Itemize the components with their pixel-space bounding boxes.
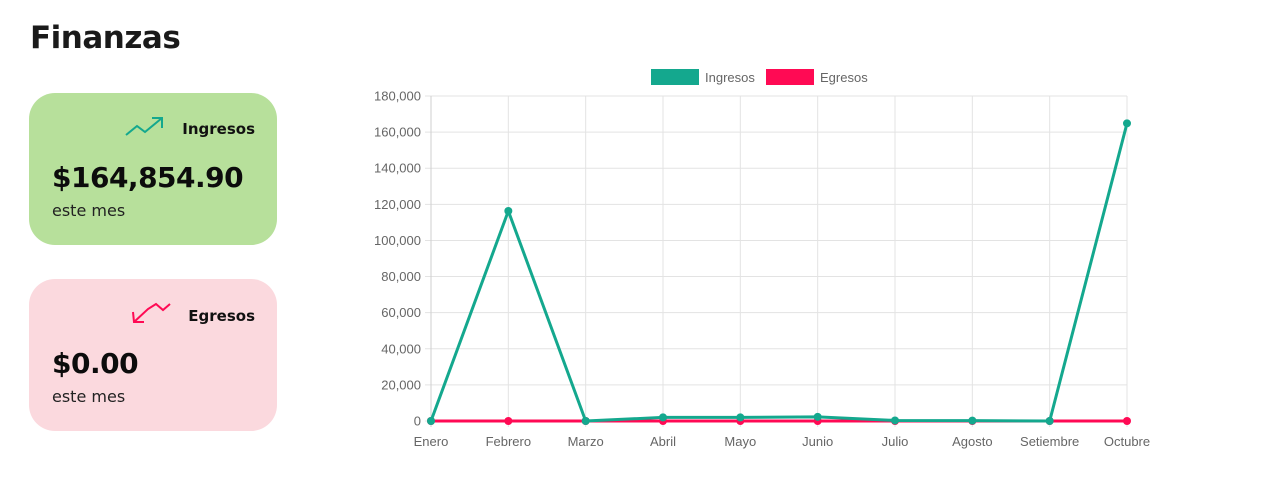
- y-tick-label: 120,000: [374, 197, 421, 212]
- x-tick-label: Junio: [802, 434, 833, 449]
- x-tick-label: Setiembre: [1020, 434, 1079, 449]
- legend-swatch-egresos: [766, 69, 814, 85]
- income-card: Ingresos $164,854.90 este mes: [29, 93, 277, 245]
- income-period: este mes: [52, 201, 126, 220]
- data-point: [659, 413, 667, 422]
- x-tick-label: Julio: [882, 434, 909, 449]
- income-label: Ingresos: [182, 119, 255, 138]
- data-point: [736, 413, 745, 422]
- data-point: [504, 417, 513, 425]
- data-point: [581, 417, 590, 425]
- expense-card: Egresos $0.00 este mes: [29, 279, 277, 431]
- legend-label-egresos: Egresos: [820, 70, 868, 85]
- trending-up-icon: [124, 115, 166, 142]
- y-tick-label: 20,000: [381, 377, 421, 392]
- data-point: [427, 417, 435, 425]
- y-tick-label: 160,000: [374, 125, 421, 140]
- y-tick-label: 100,000: [374, 233, 421, 248]
- x-tick-label: Abril: [650, 434, 676, 449]
- y-tick-label: 80,000: [381, 269, 421, 284]
- data-point: [1123, 119, 1131, 128]
- data-point: [1045, 417, 1054, 425]
- line-chart: 0 20,000 40,000 60,000 80,000 100,000 120,000 1…: [374, 69, 1150, 449]
- y-tick-label: 180,000: [374, 89, 421, 104]
- x-tick-label: Enero: [414, 434, 449, 449]
- y-tick-label: 140,000: [374, 161, 421, 176]
- x-tick-label: Marzo: [568, 434, 604, 449]
- legend-label-ingresos: Ingresos: [705, 70, 755, 85]
- page-title: Finanzas: [30, 20, 181, 56]
- data-point: [504, 207, 513, 216]
- data-point: [891, 416, 899, 425]
- x-tick-label: Mayo: [724, 434, 756, 449]
- trending-down-icon: [130, 301, 172, 330]
- y-tick-label: 60,000: [381, 305, 421, 320]
- x-tick-label: Agosto: [952, 434, 992, 449]
- legend-swatch-ingresos: [651, 69, 699, 85]
- y-tick-label: 0: [414, 414, 421, 429]
- y-tick-label: 40,000: [381, 341, 421, 356]
- expense-period: este mes: [52, 387, 126, 406]
- series-line-ingresos: [429, 122, 1129, 423]
- income-amount: $164,854.90: [52, 161, 244, 194]
- data-point: [813, 412, 822, 421]
- data-point: [968, 416, 977, 425]
- x-tick-label: Febrero: [486, 434, 532, 449]
- expense-amount: $0.00: [52, 347, 139, 380]
- data-point: [1123, 417, 1131, 425]
- expense-label: Egresos: [188, 306, 255, 325]
- x-tick-label: Octubre: [1104, 434, 1150, 449]
